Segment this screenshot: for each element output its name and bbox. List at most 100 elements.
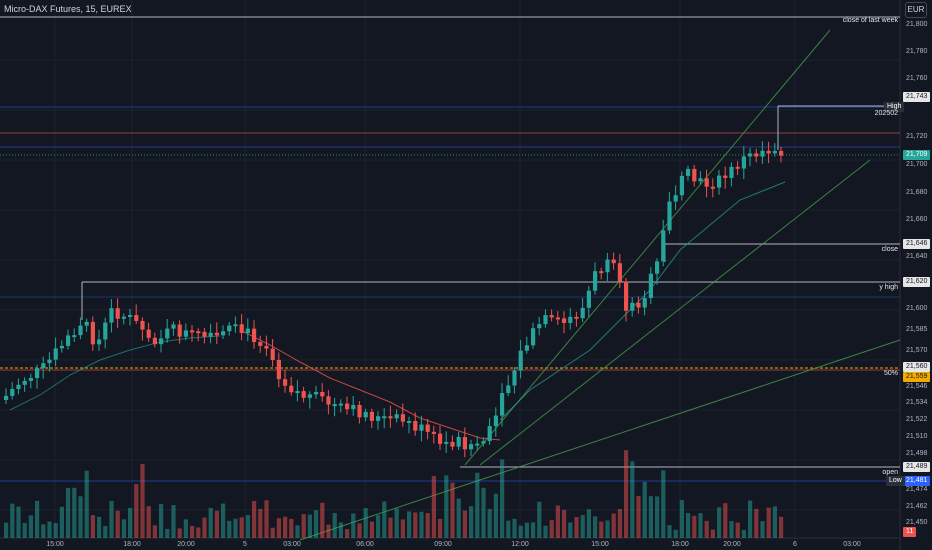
candle-body [245,328,250,333]
price-tick: 21,760 [906,75,928,82]
currency-button[interactable]: EUR [905,2,927,18]
candle-body [580,307,585,319]
volume-bar [481,487,486,538]
candle-body [345,403,350,410]
candle-body [97,339,102,345]
candle-body [543,315,548,325]
volume-bar [686,513,691,538]
candle-body [388,416,393,419]
candle-body [239,324,244,333]
volume-bar [524,522,529,538]
candle-body [469,444,474,450]
volume-bar [661,470,666,538]
candle-body [369,411,374,421]
candle-body [295,391,300,394]
candle-body [338,403,343,406]
volume-bar [574,517,579,538]
volume-bar [456,498,461,538]
candle-body [679,175,684,196]
volume-bar [320,502,325,538]
volume-bar [704,520,709,538]
candle-body [41,363,46,368]
volume-bar [121,519,126,538]
time-tick: 20:00 [177,541,195,548]
candle-body [183,330,188,337]
volume-bar [258,508,263,538]
high-sub-label: 202502 [874,110,898,117]
candle-body [425,424,430,432]
volume-bar [47,521,52,538]
volume-bar [698,513,703,538]
volume-bar [183,519,188,538]
price-tick: 21,640 [906,253,928,260]
candle-body [692,168,697,182]
candle-body [332,404,337,407]
candle-body [221,331,226,336]
price-tick: 21,585 [906,326,928,333]
volume-bar [549,520,554,538]
volume-bar [779,516,784,538]
volume-bar [400,519,405,538]
volume-bar [450,482,455,538]
level-price-badge: 21,560 [903,362,931,372]
candle-body [72,335,77,338]
volume-bar [438,518,443,538]
volume-bar [152,525,157,538]
candle-body [165,328,170,339]
candle-body [16,384,21,390]
candle-body [555,317,560,320]
candle-body [227,325,232,332]
candle-body [531,328,536,346]
candle-body [140,320,145,330]
volume-bar [673,529,678,538]
volume-bar [537,501,542,538]
price-tick: 21,780 [906,48,928,55]
volume-bar [555,505,560,538]
volume-bar [462,510,467,538]
long-trend [299,339,901,541]
volume-bar [233,518,238,538]
volume-bar [369,521,374,538]
volume-bar [760,521,765,538]
volume-bar [772,506,777,538]
volume-bar [376,515,381,538]
candle-body [456,437,461,447]
volume-bar [624,450,629,538]
volume-bar [332,512,337,538]
candle-body [214,332,219,336]
volume-bar [357,523,362,538]
candle-body [704,178,709,187]
symbol-title[interactable]: Micro-DAX Futures, 15, EUREX [4,4,132,14]
candle-body [667,201,672,231]
volume-bar [146,506,151,538]
volume-bar [196,527,201,538]
volume-bar [562,509,567,538]
candle-body [642,298,647,308]
volume-bar [345,529,350,538]
volume-bar [208,507,213,538]
volume-bar [754,508,759,538]
candle-body [115,308,120,319]
volume-bar [723,503,728,538]
candle-body [351,404,356,410]
candle-body [146,329,151,338]
candle-body [729,166,734,178]
candle-body [624,281,629,311]
volume-bar [611,513,616,538]
candle-body [307,394,312,398]
candle-body [444,441,449,444]
current-price-badge: 21,709 [903,150,931,160]
candle-body [35,367,40,379]
candle-body [376,416,381,421]
open-price-badge: 21,489 [903,462,931,472]
candle-body [419,424,424,431]
candle-body [283,379,288,386]
price-tick: 21,534 [906,399,928,406]
candle-body [475,443,480,446]
candle-body [636,302,641,308]
price-tick: 21,498 [906,450,928,457]
volume-bar [388,517,393,538]
volume-bar [4,522,9,538]
volume-bar [177,528,182,538]
